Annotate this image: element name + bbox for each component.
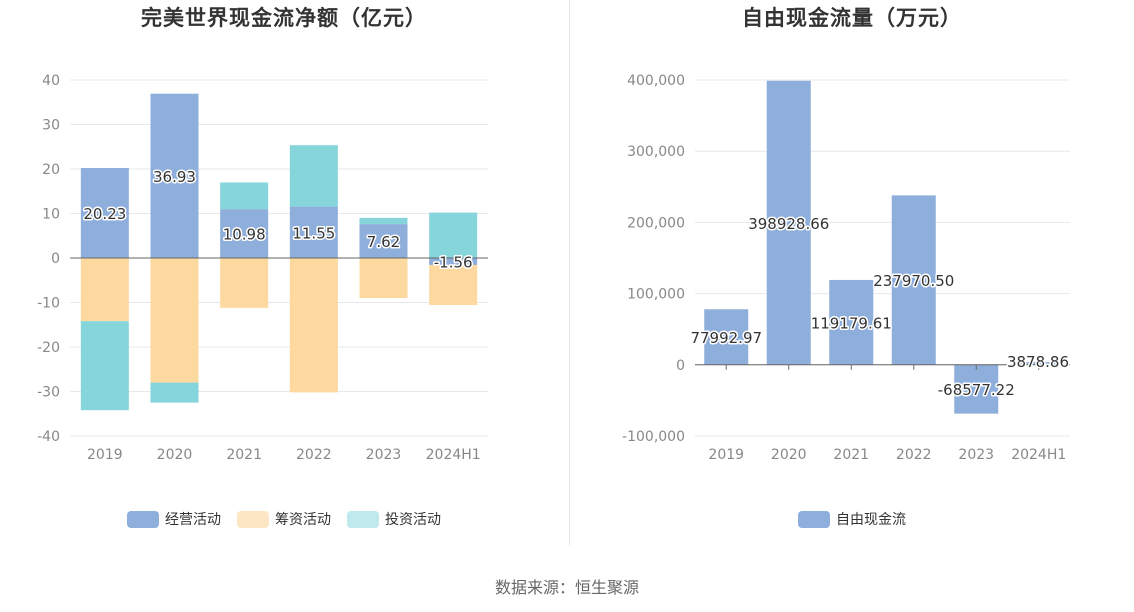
data-label: 7.62 — [367, 233, 400, 251]
bar-operating — [429, 258, 478, 265]
data-label: 10.98 — [223, 226, 266, 244]
x-tick-label: 2021 — [833, 447, 869, 463]
y-tick-label: 300,000 — [627, 144, 685, 160]
legend-item-financing[interactable]: 筹资活动 — [237, 509, 331, 529]
data-label: 77992.97 — [690, 329, 762, 347]
data-label: 3878.86 — [1007, 353, 1069, 371]
data-label: 36.93 — [153, 168, 196, 186]
y-tick-label: 200,000 — [627, 215, 685, 231]
data-label: -68577.22 — [938, 381, 1015, 399]
data-label: 20.23 — [83, 205, 126, 223]
panel-divider — [569, 0, 570, 545]
legend: 经营活动 筹资活动 投资活动 — [0, 509, 568, 529]
bar-free-cash-flow — [829, 279, 874, 365]
bar-financing — [80, 258, 129, 322]
bar-investing — [80, 321, 129, 411]
legend-label: 自由现金流 — [836, 512, 906, 528]
bar-free-cash-flow — [1016, 362, 1061, 365]
bar-operating — [220, 209, 269, 258]
x-tick-label: 2021 — [226, 447, 262, 463]
legend-swatch-operating — [127, 510, 159, 528]
y-tick-label: -20 — [37, 340, 60, 356]
bar-free-cash-flow — [891, 195, 936, 365]
x-tick-label: 2023 — [958, 447, 994, 463]
bar-operating — [80, 167, 129, 258]
data-label: 398928.66 — [748, 215, 829, 233]
data-label: -1.56 — [434, 253, 473, 271]
bar-free-cash-flow — [766, 80, 811, 365]
y-tick-label: 20 — [42, 162, 60, 178]
bar-financing — [429, 264, 478, 305]
y-tick-label: -40 — [37, 429, 60, 445]
x-tick-label: 2024H1 — [426, 447, 481, 463]
x-tick-label: 2022 — [296, 447, 332, 463]
bar-financing — [359, 258, 408, 299]
y-tick-label: 30 — [42, 118, 60, 134]
bar-operating — [150, 93, 199, 258]
x-tick-label: 2024H1 — [1011, 447, 1066, 463]
bar-free-cash-flow — [704, 309, 749, 365]
free-cash-flow-chart-panel: 自由现金流量（万元） 400,000 300,000 200,000 100,000 0… — [570, 0, 1134, 545]
y-tick-label: -30 — [37, 385, 60, 401]
y-tick-label: 0 — [51, 251, 60, 267]
x-tick-label: 2022 — [896, 447, 932, 463]
bar-investing — [429, 212, 478, 258]
y-tick-label: 0 — [676, 358, 685, 374]
chart-title: 自由现金流量（万元） — [742, 6, 962, 30]
data-label: 11.55 — [292, 224, 335, 242]
cash-flow-chart: 40 30 20 10 0 -10 -20 -30 -40 2019 2020 2021 2022 202… — [37, 73, 488, 463]
x-tick-label: 2023 — [366, 447, 402, 463]
data-label: 237970.50 — [873, 272, 954, 290]
y-tick-label: -100,000 — [622, 429, 685, 445]
legend-item-investing[interactable]: 投资活动 — [347, 509, 441, 529]
free-cash-flow-chart: 400,000 300,000 200,000 100,000 0 -100,000 201… — [622, 73, 1070, 463]
y-tick-label: 100,000 — [627, 287, 685, 303]
bar-operating — [359, 224, 408, 258]
bar-investing — [150, 382, 199, 403]
legend-swatch-financing — [237, 510, 269, 528]
data-label: 119179.61 — [811, 314, 892, 332]
bar-financing — [150, 258, 199, 383]
x-tick-label: 2019 — [708, 447, 744, 463]
cash-flow-chart-panel: 完美世界现金流净额（亿元） 40 30 20 10 0 -10 -20 -30 -40 2019 2… — [0, 0, 568, 545]
x-tick-label: 2020 — [157, 447, 193, 463]
y-tick-label: 10 — [42, 207, 60, 223]
y-tick-label: 400,000 — [627, 73, 685, 89]
chart-title: 完美世界现金流净额（亿元） — [141, 6, 427, 30]
legend-item-free-cash-flow[interactable]: 自由现金流 — [798, 509, 906, 529]
x-tick-label: 2019 — [87, 447, 123, 463]
bar-investing — [289, 145, 338, 207]
x-tick-label: 2020 — [771, 447, 807, 463]
legend: 自由现金流 — [570, 509, 1134, 529]
legend-label: 经营活动 — [165, 512, 221, 528]
y-tick-label: -10 — [37, 296, 60, 312]
legend-label: 筹资活动 — [275, 512, 331, 528]
bar-investing — [220, 182, 269, 210]
bar-investing — [359, 217, 408, 225]
legend-swatch-investing — [347, 510, 379, 528]
y-tick-label: 40 — [42, 73, 60, 89]
bar-financing — [289, 258, 338, 393]
bar-financing — [220, 258, 269, 308]
data-source: 数据来源：恒生聚源 — [494, 578, 639, 597]
legend-item-operating[interactable]: 经营活动 — [127, 509, 221, 529]
legend-swatch-free-cash-flow — [798, 510, 830, 528]
bar-operating — [289, 206, 338, 258]
bar-free-cash-flow — [954, 364, 999, 414]
legend-label: 投资活动 — [385, 512, 441, 528]
